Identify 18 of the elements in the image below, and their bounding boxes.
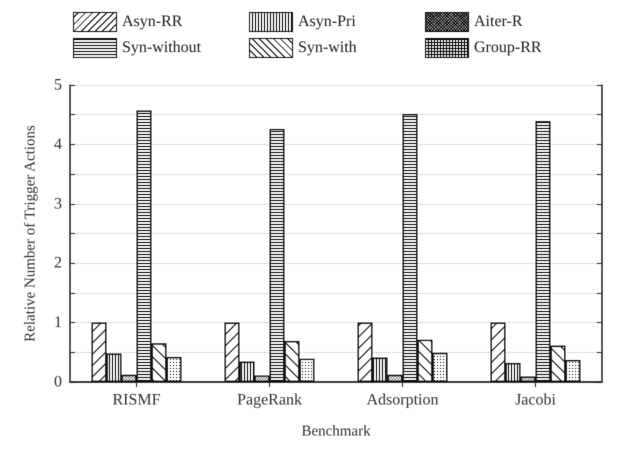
x-tick-label: RISMF [112,392,161,408]
legend-label: Syn-without [122,39,202,57]
x-axis-title: Benchmark [301,424,372,440]
y-tick-label: 1 [54,314,62,332]
legend-label: Asyn-RR [122,13,182,31]
y-tick-label: 5 [54,76,62,94]
y-tick-label: 2 [54,254,62,272]
x-tick-label: Jacobi [515,392,556,408]
legend-label: Aiter-R [474,13,523,31]
x-tick-label: Adsorption [366,392,438,408]
x-tick-label: PageRank [237,392,302,408]
y-tick-label: 4 [54,136,62,153]
legend-label: Syn-with [298,39,357,57]
y-axis-title: Relative Number of Trigger Actions [22,125,38,342]
y-tick-label: 3 [54,195,62,212]
legend-label: Group-RR [474,39,542,57]
y-tick-label: 0 [54,374,62,390]
legend-label: Asyn-Pri [298,13,356,31]
